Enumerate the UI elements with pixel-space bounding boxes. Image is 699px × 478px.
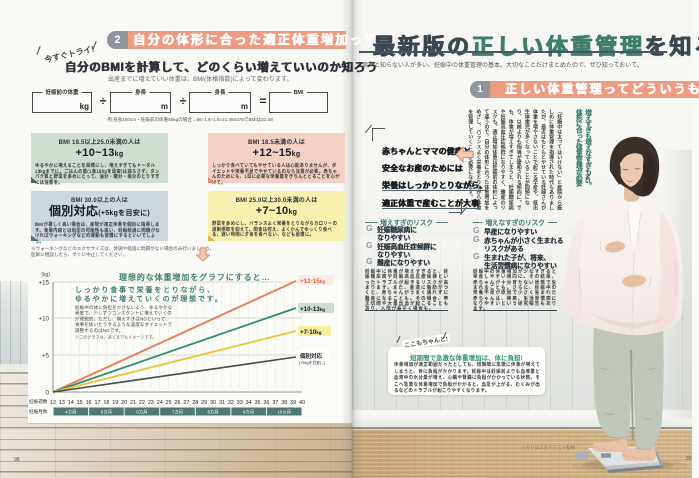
svg-text:5カ月: 5カ月 (101, 410, 112, 416)
svg-text:+10: +10 (39, 315, 50, 322)
svg-text:38: 38 (281, 400, 287, 406)
svg-text:食事を抜いたりするような過度なダイエットで: 食事を抜いたりするような過度なダイエットで (75, 321, 173, 328)
svg-text:20: 20 (121, 400, 127, 406)
svg-text:7カ月: 7カ月 (172, 410, 183, 416)
svg-text:調整するのはNGです。: 調整するのはNGです。 (75, 327, 123, 334)
svg-text:27: 27 (183, 400, 189, 406)
svg-text:+12-15kg: +12-15kg (300, 278, 325, 285)
svg-text:が理想的。ただし、増えすぎはNGといって、: が理想的。ただし、増えすぎはNGといって、 (75, 315, 170, 322)
svg-text:29: 29 (201, 400, 207, 406)
svg-text:36: 36 (263, 400, 269, 406)
svg-text:9カ月: 9カ月 (243, 410, 254, 416)
svg-text:13: 13 (59, 400, 65, 406)
svg-text:0: 0 (46, 389, 50, 396)
svg-text:40: 40 (299, 400, 305, 406)
svg-text:33: 33 (237, 400, 243, 406)
svg-text:妊娠月数: 妊娠月数 (29, 408, 48, 415)
svg-text:24: 24 (157, 400, 163, 406)
svg-text:19: 19 (112, 400, 118, 406)
svg-text:37: 37 (272, 400, 278, 406)
svg-text:8カ月: 8カ月 (207, 410, 218, 416)
svg-text:(kg): (kg) (41, 272, 50, 278)
svg-text:12: 12 (50, 400, 56, 406)
svg-text:10ヵ月: 10ヵ月 (277, 410, 291, 416)
svg-text:4カ月: 4カ月 (65, 410, 76, 416)
svg-text:18: 18 (103, 400, 109, 406)
svg-text:妊娠週数: 妊娠週数 (29, 398, 48, 405)
svg-text:34: 34 (246, 400, 252, 406)
svg-text:31: 31 (219, 400, 225, 406)
svg-text:+7-10kg: +7-10kg (300, 329, 322, 336)
svg-text:32: 32 (228, 400, 234, 406)
svg-text:16: 16 (86, 400, 92, 406)
svg-text:妊娠中の体に負担をかけないよう、ゆるやかな: 妊娠中の体に負担をかけないよう、ゆるやかな (75, 304, 173, 311)
svg-text:15: 15 (77, 400, 83, 406)
svg-text:30: 30 (210, 400, 216, 406)
svg-text:(+5kgを目安に): (+5kgを目安に) (299, 360, 326, 365)
svg-text:21: 21 (130, 400, 136, 406)
svg-text:ゆるやかに増えていくのが理想です。: ゆるやかに増えていくのが理想です。 (75, 294, 224, 303)
svg-text:22: 22 (139, 400, 145, 406)
svg-text:39: 39 (290, 400, 296, 406)
svg-text:26: 26 (175, 400, 181, 406)
svg-text:+10-13kg: +10-13kg (300, 306, 325, 313)
svg-text:+15: +15 (39, 279, 50, 286)
svg-text:25: 25 (166, 400, 172, 406)
svg-text:28: 28 (192, 400, 198, 406)
svg-text:※このグラフは、あくまでもイメージです。: ※このグラフは、あくまでもイメージです。 (75, 334, 156, 340)
svg-text:+5: +5 (42, 352, 50, 359)
svg-text:個別対応: 個別対応 (299, 352, 323, 360)
svg-text:6カ月: 6カ月 (136, 410, 147, 416)
svg-text:14: 14 (68, 400, 74, 406)
svg-text:程度で、少しずつコンスタントに増えていくの: 程度で、少しずつコンスタントに増えていくの (75, 310, 172, 317)
svg-text:35: 35 (255, 400, 261, 406)
svg-text:しっかり食事で栄養をとりながら、: しっかり食事で栄養をとりながら、 (75, 285, 216, 294)
svg-text:17: 17 (94, 400, 100, 406)
svg-text:23: 23 (148, 400, 154, 406)
